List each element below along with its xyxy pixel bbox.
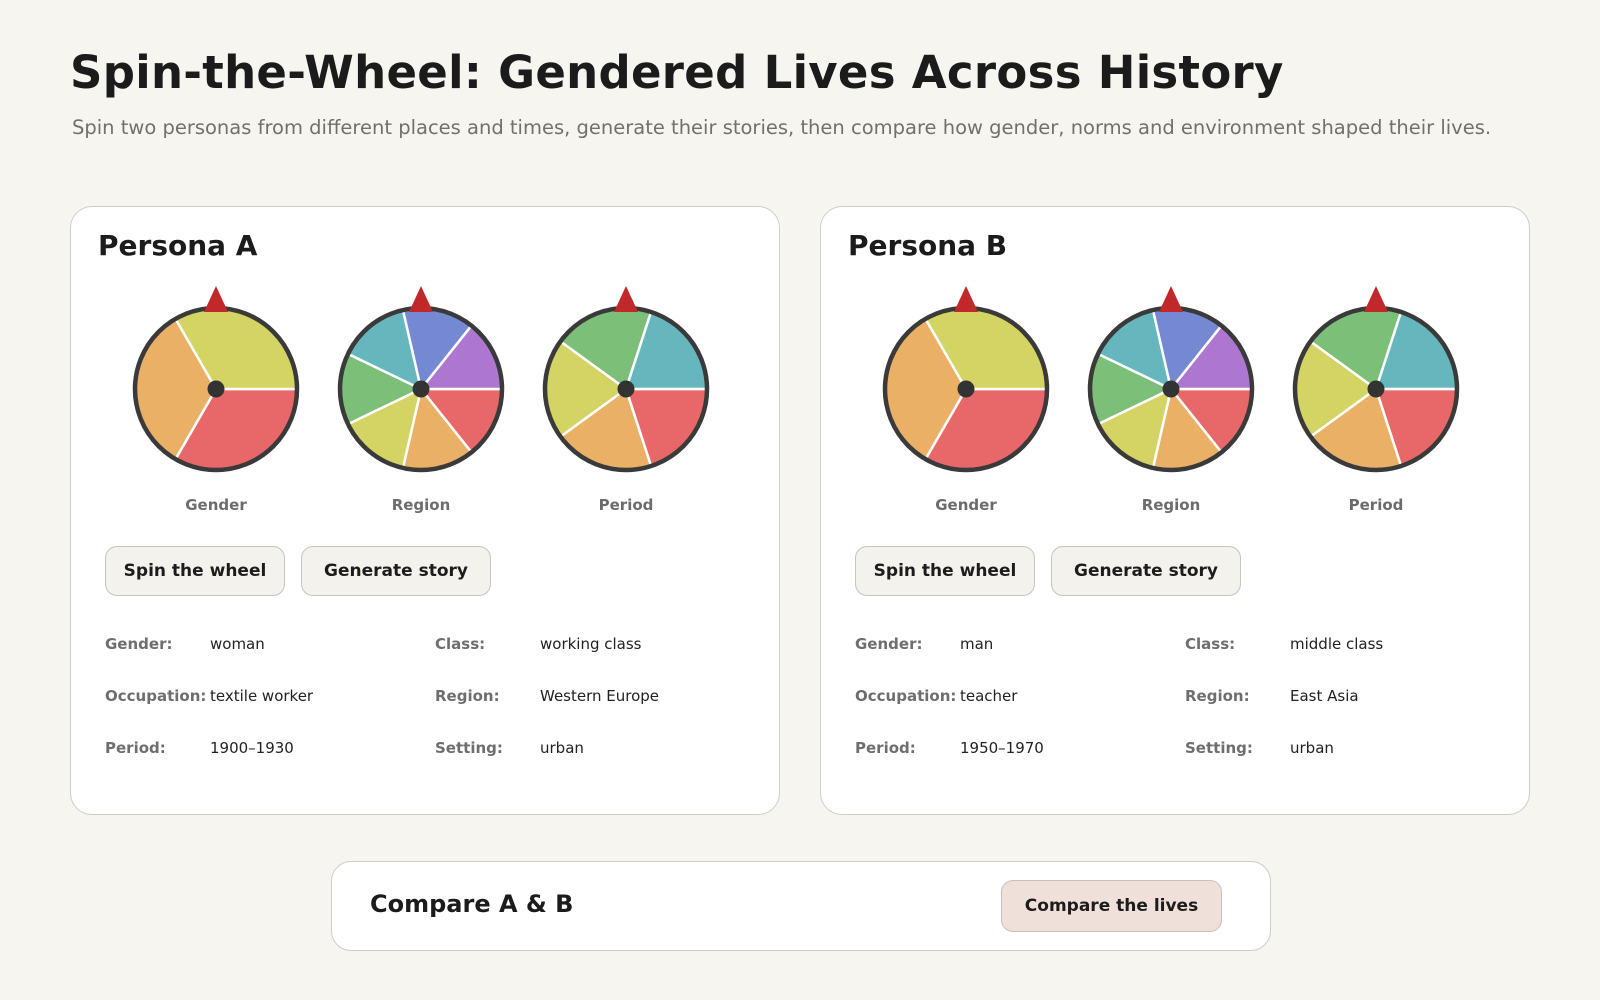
- region-wheel[interactable]: Region: [333, 283, 509, 519]
- compare-lives-button[interactable]: Compare the lives: [1001, 880, 1222, 932]
- class-value: middle class: [1290, 635, 1384, 653]
- wheel-label: Period: [1348, 496, 1404, 514]
- page-title: Spin-the-Wheel: Gendered Lives Across Hi…: [70, 46, 1284, 99]
- region-label: Region:: [1185, 687, 1250, 705]
- wheel-hub: [1367, 380, 1385, 398]
- period-value: 1950–1970: [960, 739, 1044, 757]
- wheel-label: Region: [391, 496, 451, 514]
- occupation-label: Occupation:: [105, 687, 207, 705]
- persona-card-b: Persona B Gender Region Period Spin the …: [820, 206, 1530, 815]
- wheel-pointer-icon: [409, 286, 433, 312]
- compare-title: Compare A & B: [370, 890, 574, 918]
- wheel-label: Region: [1141, 496, 1201, 514]
- gender-wheel-graphic[interactable]: [878, 283, 1054, 483]
- compare-panel: Compare A & B Compare the lives: [331, 861, 1271, 951]
- class-label: Class:: [435, 635, 486, 653]
- wheel-pointer-icon: [204, 286, 228, 312]
- setting-label: Setting:: [1185, 739, 1253, 757]
- setting-label: Setting:: [435, 739, 503, 757]
- wheel-hub: [617, 380, 635, 398]
- generate-story-button[interactable]: Generate story: [301, 546, 491, 596]
- gender-value: woman: [210, 635, 265, 653]
- period-label: Period:: [855, 739, 916, 757]
- wheel-label: Gender: [935, 496, 997, 514]
- region-label: Region:: [435, 687, 500, 705]
- setting-value: urban: [1290, 739, 1334, 757]
- wheel-hub: [207, 380, 225, 398]
- setting-value: urban: [540, 739, 584, 757]
- region-value: East Asia: [1290, 687, 1359, 705]
- period-wheel[interactable]: Period: [1288, 283, 1464, 519]
- wheel-pointer-icon: [1159, 286, 1183, 312]
- wheel-hub: [957, 380, 975, 398]
- class-label: Class:: [1185, 635, 1236, 653]
- gender-wheel[interactable]: Gender: [128, 283, 304, 519]
- region-wheel-graphic[interactable]: [1083, 283, 1259, 483]
- persona-title: Persona B: [848, 229, 1008, 262]
- wheel-label: Period: [598, 496, 654, 514]
- generate-story-button[interactable]: Generate story: [1051, 546, 1241, 596]
- wheel-hub: [412, 380, 430, 398]
- persona-title: Persona A: [98, 229, 258, 262]
- period-wheel-graphic[interactable]: [538, 283, 714, 483]
- wheel-pointer-icon: [614, 286, 638, 312]
- period-label: Period:: [105, 739, 166, 757]
- wheel-pointer-icon: [954, 286, 978, 312]
- region-value: Western Europe: [540, 687, 660, 705]
- gender-label: Gender:: [105, 635, 173, 653]
- period-wheel-graphic[interactable]: [1288, 283, 1464, 483]
- gender-label: Gender:: [855, 635, 923, 653]
- gender-wheel[interactable]: Gender: [878, 283, 1054, 519]
- gender-wheel-graphic[interactable]: [128, 283, 304, 483]
- occupation-label: Occupation:: [855, 687, 957, 705]
- spin-wheel-button[interactable]: Spin the wheel: [855, 546, 1035, 596]
- wheel-pointer-icon: [1364, 286, 1388, 312]
- wheel-label: Gender: [185, 496, 247, 514]
- wheel-hub: [1162, 380, 1180, 398]
- region-wheel-graphic[interactable]: [333, 283, 509, 483]
- class-value: working class: [540, 635, 642, 653]
- occupation-value: teacher: [960, 687, 1018, 705]
- gender-value: man: [960, 635, 994, 653]
- period-value: 1900–1930: [210, 739, 294, 757]
- page-subtitle: Spin two personas from different places …: [72, 116, 1492, 139]
- persona-card-a: Persona A Gender Region Period Spin the …: [70, 206, 780, 815]
- occupation-value: textile worker: [210, 687, 314, 705]
- region-wheel[interactable]: Region: [1083, 283, 1259, 519]
- spin-wheel-button[interactable]: Spin the wheel: [105, 546, 285, 596]
- period-wheel[interactable]: Period: [538, 283, 714, 519]
